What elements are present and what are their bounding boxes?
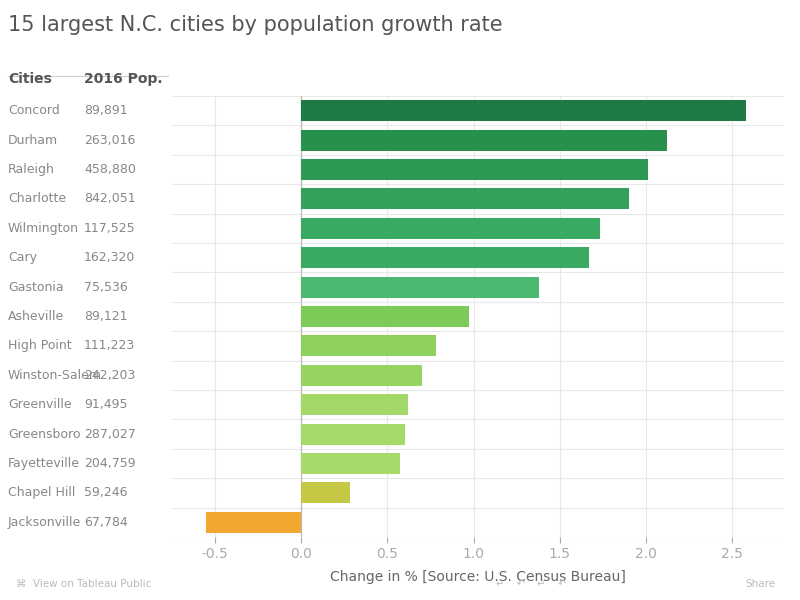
Text: 75,536: 75,536 — [84, 281, 128, 293]
Bar — [302, 453, 399, 474]
Text: Greenville: Greenville — [8, 398, 72, 411]
Bar — [302, 335, 436, 356]
Text: 458,880: 458,880 — [84, 163, 136, 176]
Text: Greensboro: Greensboro — [8, 428, 81, 440]
Text: Jacksonville: Jacksonville — [8, 516, 82, 529]
Text: 59,246: 59,246 — [84, 487, 127, 499]
Bar — [302, 277, 539, 298]
Text: 15 largest N.C. cities by population growth rate: 15 largest N.C. cities by population gro… — [8, 15, 502, 35]
Text: 263,016: 263,016 — [84, 134, 135, 146]
Text: Gastonia: Gastonia — [8, 281, 64, 293]
Bar — [302, 130, 666, 151]
Text: 162,320: 162,320 — [84, 251, 135, 264]
Text: 2016 Pop.: 2016 Pop. — [84, 72, 162, 86]
Text: Winston-Salem: Winston-Salem — [8, 369, 102, 382]
Text: ⌘  View on Tableau Public: ⌘ View on Tableau Public — [16, 579, 151, 589]
Text: Cities: Cities — [8, 72, 52, 86]
Text: Asheville: Asheville — [8, 310, 64, 323]
Text: Durham: Durham — [8, 134, 58, 146]
Text: Share: Share — [746, 579, 776, 589]
Text: 89,121: 89,121 — [84, 310, 127, 323]
Text: 242,203: 242,203 — [84, 369, 135, 382]
Text: Wilmington: Wilmington — [8, 222, 79, 235]
Bar — [302, 100, 746, 121]
Bar — [302, 306, 469, 327]
Bar — [302, 482, 350, 503]
Bar — [206, 512, 302, 533]
Text: Fayetteville: Fayetteville — [8, 457, 80, 470]
Text: 842,051: 842,051 — [84, 193, 136, 205]
Text: High Point: High Point — [8, 340, 72, 352]
Text: Cary: Cary — [8, 251, 37, 264]
Text: Charlotte: Charlotte — [8, 193, 66, 205]
Text: 111,223: 111,223 — [84, 340, 135, 352]
Bar — [302, 247, 589, 268]
Bar — [302, 159, 648, 180]
Text: 89,891: 89,891 — [84, 104, 128, 117]
Bar — [302, 365, 422, 386]
Text: Chapel Hill: Chapel Hill — [8, 487, 75, 499]
Text: 117,525: 117,525 — [84, 222, 136, 235]
Text: Raleigh: Raleigh — [8, 163, 55, 176]
Text: 91,495: 91,495 — [84, 398, 127, 411]
Bar — [302, 424, 405, 445]
Bar — [302, 188, 629, 209]
Text: ↵    ↶    ↵    ↶: ↵ ↶ ↵ ↶ — [496, 579, 566, 589]
Text: 67,784: 67,784 — [84, 516, 128, 529]
Text: 287,027: 287,027 — [84, 428, 136, 440]
Bar — [302, 394, 408, 415]
Text: 204,759: 204,759 — [84, 457, 136, 470]
Bar — [302, 218, 599, 239]
Text: Concord: Concord — [8, 104, 60, 117]
X-axis label: Change in % [Source: U.S. Census Bureau]: Change in % [Source: U.S. Census Bureau] — [330, 570, 626, 584]
